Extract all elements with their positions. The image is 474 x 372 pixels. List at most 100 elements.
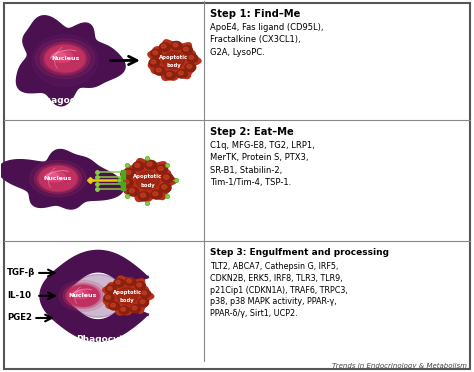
- Circle shape: [106, 295, 110, 299]
- Text: Step 2: Eat–Me: Step 2: Eat–Me: [210, 127, 293, 137]
- Circle shape: [140, 193, 146, 197]
- Text: Step 3: Engulfment and processing: Step 3: Engulfment and processing: [210, 248, 389, 257]
- Text: body: body: [120, 298, 135, 303]
- Circle shape: [167, 73, 172, 76]
- Circle shape: [135, 282, 146, 290]
- Circle shape: [116, 280, 120, 284]
- Circle shape: [108, 286, 112, 290]
- Circle shape: [151, 190, 162, 199]
- Ellipse shape: [65, 285, 100, 307]
- Circle shape: [126, 170, 131, 174]
- Polygon shape: [40, 250, 147, 341]
- Circle shape: [158, 166, 163, 170]
- Polygon shape: [148, 40, 201, 80]
- Text: body: body: [166, 63, 181, 68]
- Circle shape: [136, 171, 159, 190]
- Ellipse shape: [74, 291, 83, 295]
- Text: Apoptotic: Apoptotic: [113, 290, 142, 295]
- Ellipse shape: [72, 290, 89, 299]
- Ellipse shape: [45, 45, 85, 72]
- Text: Nucleus: Nucleus: [44, 176, 72, 181]
- Polygon shape: [71, 275, 125, 317]
- Circle shape: [162, 174, 173, 183]
- Circle shape: [140, 290, 151, 298]
- Circle shape: [164, 175, 169, 179]
- Polygon shape: [0, 150, 124, 209]
- Text: Apoptotic: Apoptotic: [159, 55, 188, 60]
- Polygon shape: [120, 159, 177, 202]
- Text: C1q, MFG-E8, TG2, LRP1,
MerTK, Protein S, PTX3,
SR-B1, Stabilin-2,
Tim-1/Tim-4, : C1q, MFG-E8, TG2, LRP1, MerTK, Protein S…: [210, 141, 314, 187]
- Text: PGE2: PGE2: [7, 314, 32, 323]
- Circle shape: [142, 291, 146, 295]
- Circle shape: [128, 187, 139, 196]
- Text: Phagocyte: Phagocyte: [38, 96, 92, 105]
- Circle shape: [130, 305, 141, 313]
- Text: Nucleus: Nucleus: [51, 56, 79, 61]
- Text: Phagocyte: Phagocyte: [76, 335, 129, 344]
- Ellipse shape: [36, 39, 95, 78]
- Text: body: body: [140, 183, 155, 188]
- Circle shape: [145, 160, 156, 169]
- Circle shape: [124, 169, 135, 178]
- FancyBboxPatch shape: [4, 3, 470, 369]
- Circle shape: [121, 307, 126, 311]
- Circle shape: [171, 41, 182, 50]
- Circle shape: [153, 51, 158, 55]
- Polygon shape: [103, 276, 154, 315]
- Circle shape: [165, 71, 176, 80]
- Circle shape: [185, 63, 196, 71]
- Circle shape: [127, 279, 131, 283]
- Circle shape: [163, 52, 184, 69]
- Text: Nucleus: Nucleus: [69, 294, 97, 298]
- Circle shape: [173, 43, 178, 47]
- Text: TLT2, ABCA7, Cathepsin G, IRF5,
CDKN2B, ERK5, IRF8, TLR3, TLR9,
p21Cip1 (CDKN1A): TLT2, ABCA7, Cathepsin G, IRF5, CDKN2B, …: [210, 262, 347, 318]
- Circle shape: [160, 183, 171, 192]
- Circle shape: [104, 294, 114, 302]
- Ellipse shape: [51, 51, 73, 62]
- Ellipse shape: [39, 166, 77, 191]
- Circle shape: [161, 44, 166, 48]
- Circle shape: [114, 279, 124, 287]
- Text: Step 1: Find–Me: Step 1: Find–Me: [210, 9, 300, 19]
- Circle shape: [156, 165, 168, 174]
- Circle shape: [138, 298, 149, 307]
- Circle shape: [109, 302, 119, 310]
- Ellipse shape: [45, 171, 65, 182]
- Circle shape: [187, 54, 198, 62]
- Ellipse shape: [35, 163, 82, 194]
- Circle shape: [187, 65, 191, 68]
- Circle shape: [151, 60, 156, 64]
- Text: IL-10: IL-10: [7, 291, 31, 300]
- Circle shape: [151, 49, 162, 58]
- Text: Trends in Endocrinology & Metabolism: Trends in Endocrinology & Metabolism: [332, 363, 467, 369]
- Text: TGF-β: TGF-β: [7, 269, 36, 278]
- Circle shape: [129, 189, 135, 193]
- Ellipse shape: [40, 42, 90, 75]
- Circle shape: [140, 300, 145, 304]
- Circle shape: [159, 43, 170, 51]
- Circle shape: [137, 283, 142, 287]
- Circle shape: [125, 278, 136, 286]
- Circle shape: [124, 180, 129, 184]
- Ellipse shape: [30, 160, 86, 197]
- Ellipse shape: [55, 52, 65, 58]
- Circle shape: [149, 58, 160, 67]
- Ellipse shape: [43, 44, 87, 73]
- Circle shape: [183, 47, 188, 51]
- Circle shape: [138, 192, 150, 201]
- Circle shape: [189, 55, 194, 59]
- Bar: [120, 187, 125, 190]
- Circle shape: [135, 163, 140, 167]
- Circle shape: [119, 306, 129, 314]
- Circle shape: [178, 71, 183, 75]
- Text: Apoptotic: Apoptotic: [133, 174, 162, 179]
- Polygon shape: [32, 35, 98, 86]
- Text: ApoE4, Fas ligand (CD95L),
Fractalkine (CX3CL1),
G2A, LysoPC.: ApoE4, Fas ligand (CD95L), Fractalkine (…: [210, 23, 323, 57]
- Bar: [120, 182, 125, 186]
- Circle shape: [106, 285, 116, 293]
- Circle shape: [182, 46, 192, 54]
- Circle shape: [132, 306, 137, 310]
- Ellipse shape: [59, 280, 107, 311]
- Circle shape: [176, 70, 187, 78]
- Ellipse shape: [37, 165, 79, 192]
